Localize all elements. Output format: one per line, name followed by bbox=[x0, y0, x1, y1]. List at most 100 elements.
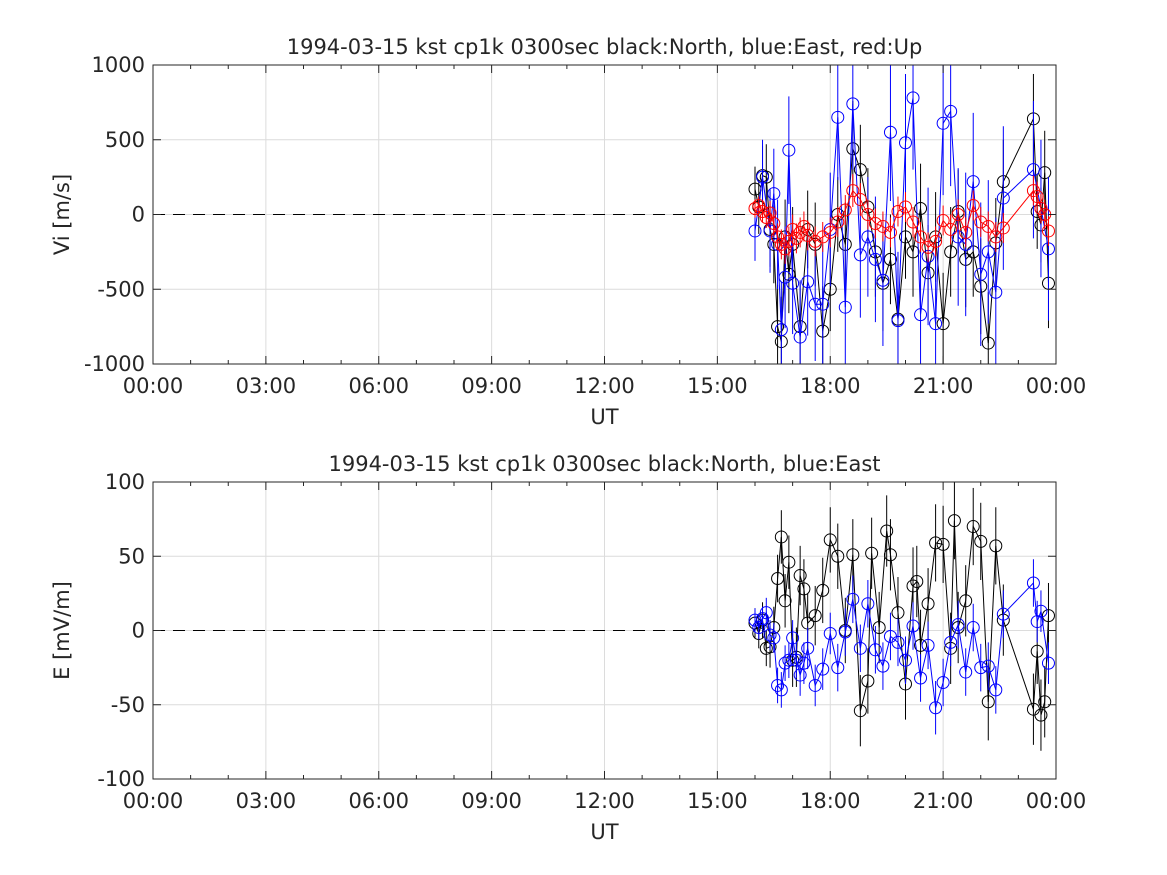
data-point bbox=[899, 200, 912, 214]
data-point bbox=[831, 549, 845, 563]
series-line bbox=[754, 97, 1049, 338]
y-tick-label: 100 bbox=[105, 470, 145, 494]
data-point bbox=[929, 234, 943, 248]
data-point bbox=[944, 104, 958, 118]
data-point bbox=[767, 187, 781, 201]
data-point bbox=[936, 537, 950, 551]
data-point bbox=[808, 678, 822, 692]
data-point bbox=[936, 317, 950, 331]
data-point bbox=[861, 597, 875, 611]
y-tick-label: -500 bbox=[97, 277, 145, 301]
data-point bbox=[1038, 695, 1052, 709]
data-point bbox=[1034, 604, 1048, 618]
data-point bbox=[846, 97, 860, 111]
data-point bbox=[947, 514, 961, 528]
data-point bbox=[763, 628, 777, 642]
data-point bbox=[872, 621, 886, 635]
data-point bbox=[959, 225, 973, 239]
data-point bbox=[959, 594, 973, 608]
data-point bbox=[831, 661, 845, 675]
data-point bbox=[748, 224, 762, 238]
data-point bbox=[748, 613, 762, 627]
data-point bbox=[831, 110, 845, 124]
data-point bbox=[759, 606, 773, 620]
data-point bbox=[797, 656, 811, 670]
data-point bbox=[774, 683, 788, 697]
data-point bbox=[838, 625, 852, 639]
data-point bbox=[981, 695, 995, 709]
data-point bbox=[771, 572, 785, 586]
data-point bbox=[774, 237, 788, 251]
data-point bbox=[853, 704, 867, 718]
data-point bbox=[936, 213, 950, 227]
data-point bbox=[771, 320, 785, 334]
data-point bbox=[921, 638, 935, 652]
data-point bbox=[853, 248, 867, 262]
data-point bbox=[853, 163, 867, 177]
data-point bbox=[816, 230, 830, 244]
data-point bbox=[899, 230, 912, 244]
x-tick-label: 15:00 bbox=[687, 374, 748, 398]
data-point bbox=[876, 659, 890, 673]
x-tick-label: 00:00 bbox=[1026, 789, 1087, 813]
data-point bbox=[846, 592, 860, 606]
y-tick-label: 50 bbox=[118, 544, 145, 568]
data-point bbox=[767, 631, 781, 645]
data-point bbox=[793, 668, 807, 682]
efield-y-axis-label: E [mV/m] bbox=[50, 581, 74, 680]
data-point bbox=[808, 609, 822, 623]
data-point bbox=[981, 336, 995, 350]
data-point bbox=[944, 222, 958, 236]
y-tick-label: 1000 bbox=[92, 53, 145, 77]
data-point bbox=[838, 300, 852, 314]
data-point bbox=[936, 675, 950, 689]
data-point bbox=[1041, 656, 1055, 670]
data-point bbox=[853, 193, 867, 207]
data-point bbox=[921, 597, 935, 611]
ticks: 00:00 03:00 06:00 09:00 12:00 15:00 18:00 21:00… bbox=[97, 470, 1086, 813]
data-point bbox=[816, 583, 830, 597]
electric-field-panel: 00:00 03:00 06:00 09:00 12:00 15:00 18:00 21:00… bbox=[50, 452, 1086, 844]
data-point bbox=[786, 276, 800, 290]
velocity-x-axis-label: UT bbox=[590, 405, 618, 429]
data-point bbox=[906, 245, 920, 259]
data-point bbox=[989, 230, 1003, 244]
data-point bbox=[996, 607, 1010, 621]
data-point bbox=[861, 208, 875, 221]
series-1 bbox=[748, 65, 1055, 364]
data-point bbox=[793, 330, 807, 344]
data-point bbox=[786, 631, 800, 645]
velocity-chart-title: 1994-03-15 kst cp1k 0300sec black:North,… bbox=[287, 35, 923, 59]
series-2 bbox=[748, 174, 1055, 264]
data-point bbox=[914, 638, 928, 652]
x-tick-label: 12:00 bbox=[574, 374, 635, 398]
data-point bbox=[906, 579, 920, 593]
data-point bbox=[966, 175, 980, 189]
x-tick-label: 06:00 bbox=[348, 374, 409, 398]
data-point bbox=[831, 215, 845, 229]
data-point bbox=[748, 202, 762, 216]
data-point bbox=[838, 203, 852, 217]
plot-area bbox=[748, 482, 1055, 751]
data-point bbox=[771, 230, 785, 244]
data-point bbox=[974, 267, 988, 281]
x-tick-label: 00:00 bbox=[123, 789, 184, 813]
data-point bbox=[771, 678, 785, 692]
data-point bbox=[782, 143, 796, 157]
data-point bbox=[891, 314, 905, 328]
data-point bbox=[959, 665, 973, 679]
data-point bbox=[914, 671, 928, 685]
data-point bbox=[936, 116, 950, 130]
x-tick-label: 18:00 bbox=[800, 789, 861, 813]
x-tick-label: 21:00 bbox=[913, 789, 974, 813]
data-point bbox=[876, 273, 890, 287]
data-point bbox=[756, 170, 770, 184]
data-point bbox=[1041, 609, 1055, 623]
data-point bbox=[816, 662, 830, 676]
data-point bbox=[782, 267, 796, 281]
data-point bbox=[974, 534, 988, 548]
x-tick-label: 09:00 bbox=[461, 374, 522, 398]
x-tick-label: 03:00 bbox=[236, 789, 297, 813]
efield-x-axis-label: UT bbox=[590, 820, 618, 844]
velocity-panel: 00:00 03:00 06:00 09:00 12:00 15:00 18:00 21:00… bbox=[50, 35, 1086, 429]
